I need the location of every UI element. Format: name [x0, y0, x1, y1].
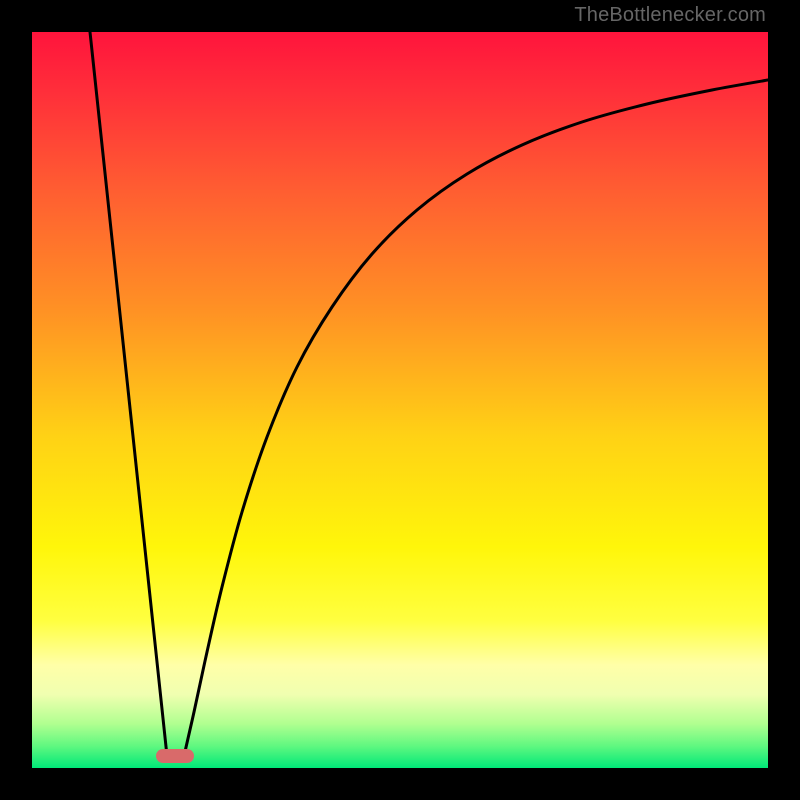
minimum-marker	[156, 749, 194, 763]
chart-plot-area	[32, 32, 768, 768]
chart-svg-layer	[32, 32, 768, 768]
watermark-text: TheBottlenecker.com	[574, 4, 766, 27]
outer-frame: TheBottlenecker.com	[0, 0, 800, 800]
